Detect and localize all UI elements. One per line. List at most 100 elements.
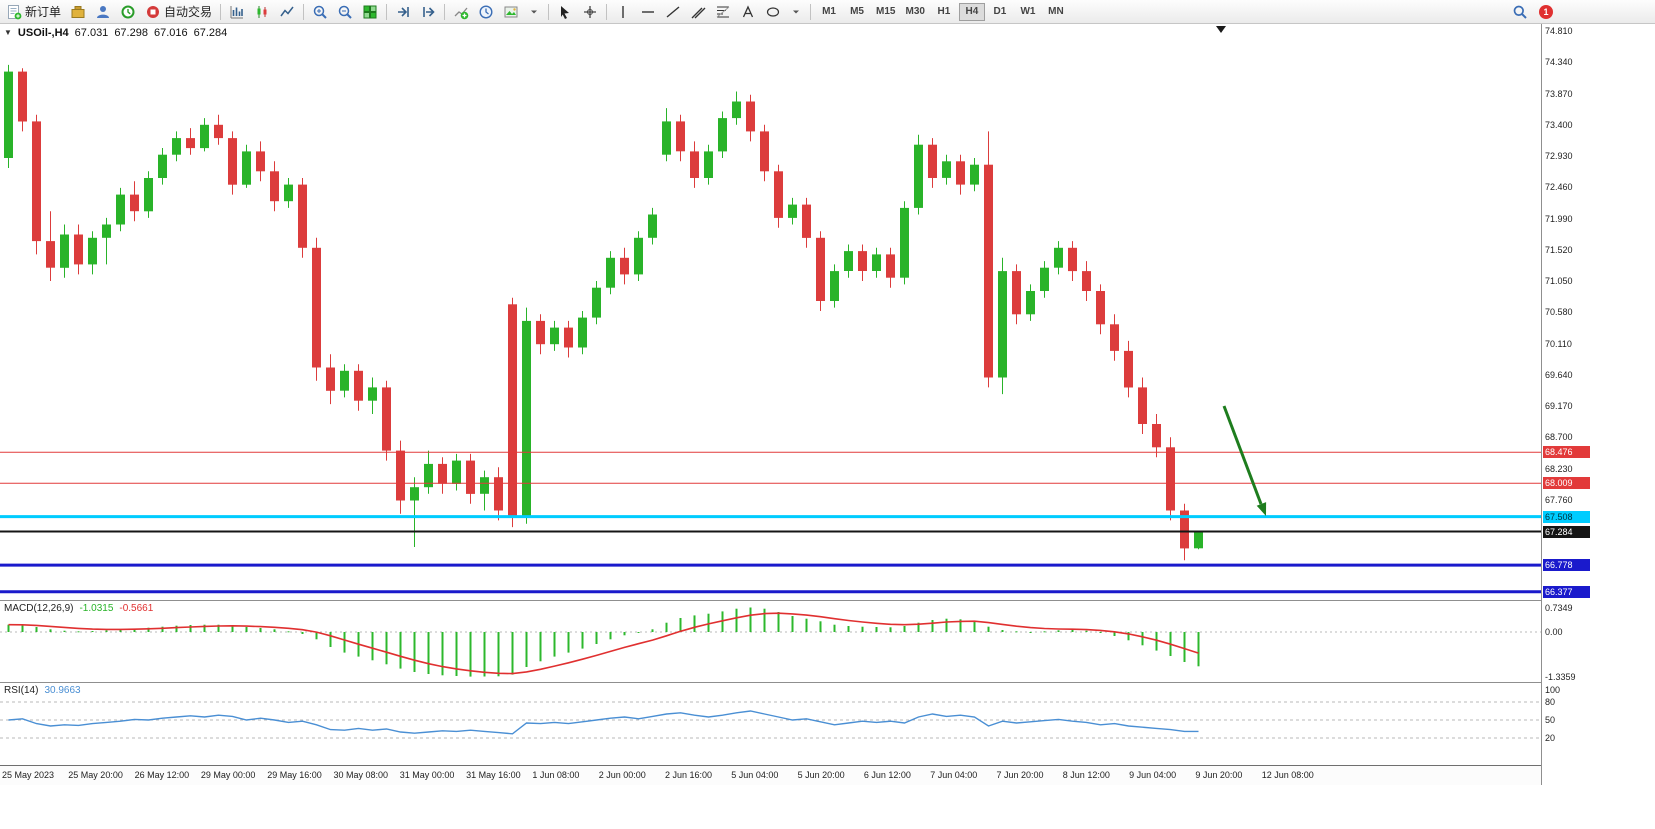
time-axis-label: 5 Jun 04:00 — [731, 770, 779, 780]
macd-histogram-bar — [175, 625, 178, 632]
timeframe-M30-button[interactable]: M30 — [901, 3, 928, 21]
candle — [312, 247, 321, 368]
main-chart-panel[interactable]: ▼ USOil-,H4 67.031 67.298 67.016 67.284 — [0, 24, 1541, 600]
market-watch-icon — [71, 5, 85, 18]
candle — [158, 154, 167, 178]
price-axis-label: 68.230 — [1545, 463, 1573, 474]
macd-chart[interactable] — [0, 601, 1541, 682]
candlestick-chart[interactable] — [0, 24, 1541, 600]
candle — [130, 194, 139, 212]
timeframe-H1-button[interactable]: H1 — [931, 3, 957, 21]
arrow-annotation[interactable] — [1222, 405, 1267, 516]
periods-button[interactable] — [474, 2, 498, 22]
time-axis-label: 25 May 2023 — [2, 770, 55, 780]
candle — [18, 71, 27, 122]
low-value: 67.016 — [153, 27, 188, 39]
candle — [578, 317, 587, 348]
candle — [74, 234, 83, 265]
candle — [102, 224, 111, 238]
macd-histogram-bar — [105, 630, 108, 632]
autotrading-button[interactable]: 自动交易 — [141, 2, 216, 22]
macd-histogram-bar — [497, 632, 500, 677]
price-axis-label: 70.110 — [1545, 338, 1572, 349]
macd-histogram-bar — [301, 632, 304, 634]
notifications-badge[interactable]: 1 — [1539, 4, 1553, 19]
macd-histogram-bar — [861, 626, 864, 632]
time-axis-label: 25 May 20:00 — [68, 770, 123, 780]
timeframe-M15-button[interactable]: M15 — [872, 3, 899, 21]
data-window-button[interactable] — [91, 2, 115, 22]
price-axis-label: 71.990 — [1545, 213, 1573, 224]
macd-histogram-bar — [483, 632, 486, 677]
macd-histogram-bar — [77, 631, 80, 633]
timeframe-MN-button[interactable]: MN — [1043, 3, 1069, 21]
macd-histogram-bar — [147, 627, 150, 632]
history-center-button[interactable] — [116, 2, 140, 22]
templates-dropdown-button[interactable] — [524, 2, 544, 22]
text-button[interactable] — [736, 2, 760, 22]
price-axis-label: 74.340 — [1545, 57, 1573, 68]
time-axis[interactable]: 25 May 2023 25 May 20:00 26 May 12:00 29 Ma… — [0, 765, 1541, 785]
shapes-button[interactable] — [761, 2, 785, 22]
toolbar-separator — [810, 3, 812, 20]
candle — [774, 171, 783, 218]
auto-scroll-button[interactable] — [391, 2, 415, 22]
rsi-chart[interactable] — [0, 683, 1541, 765]
rsi-panel[interactable]: RSI(14) 30.9663 — [0, 682, 1541, 765]
chart-shift-marker-icon[interactable] — [1216, 26, 1226, 33]
macd-histogram-bar — [63, 630, 66, 632]
cursor-button[interactable] — [553, 2, 577, 22]
zoom-in-icon — [313, 5, 327, 19]
price-axis-label: 74.810 — [1545, 26, 1573, 36]
zoom-out-button[interactable] — [333, 2, 357, 22]
timeframe-H4-button[interactable]: H4 — [958, 2, 985, 21]
timeframe-W1-button[interactable]: W1 — [1015, 3, 1041, 21]
macd-panel[interactable]: MACD(12,26,9) -1.0315 -0.5661 — [0, 600, 1541, 682]
toolbar-separator — [220, 3, 222, 20]
one-click-collapse-icon[interactable]: ▼ — [4, 28, 12, 37]
fibonacci-button[interactable] — [711, 2, 735, 22]
zoom-in-button[interactable] — [308, 2, 332, 22]
toolbar-separator — [386, 3, 388, 20]
new-order-button[interactable]: 新订单 — [2, 2, 65, 22]
horizontal-line-button[interactable] — [636, 2, 660, 22]
candle — [914, 144, 923, 208]
vertical-line-button[interactable] — [611, 2, 635, 22]
market-watch-button[interactable] — [66, 2, 90, 22]
candlestick-chart-button[interactable] — [250, 2, 274, 22]
macd-signal-value: -0.5661 — [119, 603, 154, 614]
trendline-button[interactable] — [661, 2, 685, 22]
open-value: 67.031 — [74, 27, 109, 39]
line-chart-button[interactable] — [275, 2, 299, 22]
timeframe-M1-button[interactable]: M1 — [816, 3, 842, 21]
macd-histogram-bar — [427, 632, 430, 674]
macd-histogram-bar — [889, 627, 892, 632]
search-button[interactable] — [1508, 2, 1532, 22]
candle — [466, 460, 475, 494]
candle — [536, 320, 545, 345]
timeframe-M5-button[interactable]: M5 — [844, 3, 870, 21]
templates-button[interactable] — [499, 2, 523, 22]
time-axis-label: 31 May 00:00 — [399, 770, 455, 780]
candlestick-chart-icon — [257, 5, 267, 18]
timeframe-D1-button[interactable]: D1 — [987, 3, 1013, 21]
indicators-button[interactable] — [449, 2, 473, 22]
vertical-line-icon — [622, 5, 624, 18]
bar-chart-button[interactable] — [225, 2, 249, 22]
candle — [494, 477, 503, 511]
objects-dropdown-button[interactable] — [786, 2, 806, 22]
macd-axis-label: -1.3359 — [1545, 671, 1576, 682]
candle — [242, 151, 251, 185]
chart-shift-button[interactable] — [416, 2, 440, 22]
macd-histogram-bar — [1183, 632, 1186, 662]
candle — [956, 161, 965, 185]
indicators-icon — [454, 7, 469, 19]
candle — [200, 124, 209, 149]
macd-histogram-bar — [273, 629, 276, 632]
crosshair-button[interactable] — [578, 2, 602, 22]
channel-button[interactable] — [686, 2, 710, 22]
price-axis[interactable]: 74.810 74.340 73.870 73.400 72.930 72.460 71.9… — [1541, 24, 1655, 785]
tile-windows-button[interactable] — [358, 2, 382, 22]
candle — [46, 241, 55, 268]
